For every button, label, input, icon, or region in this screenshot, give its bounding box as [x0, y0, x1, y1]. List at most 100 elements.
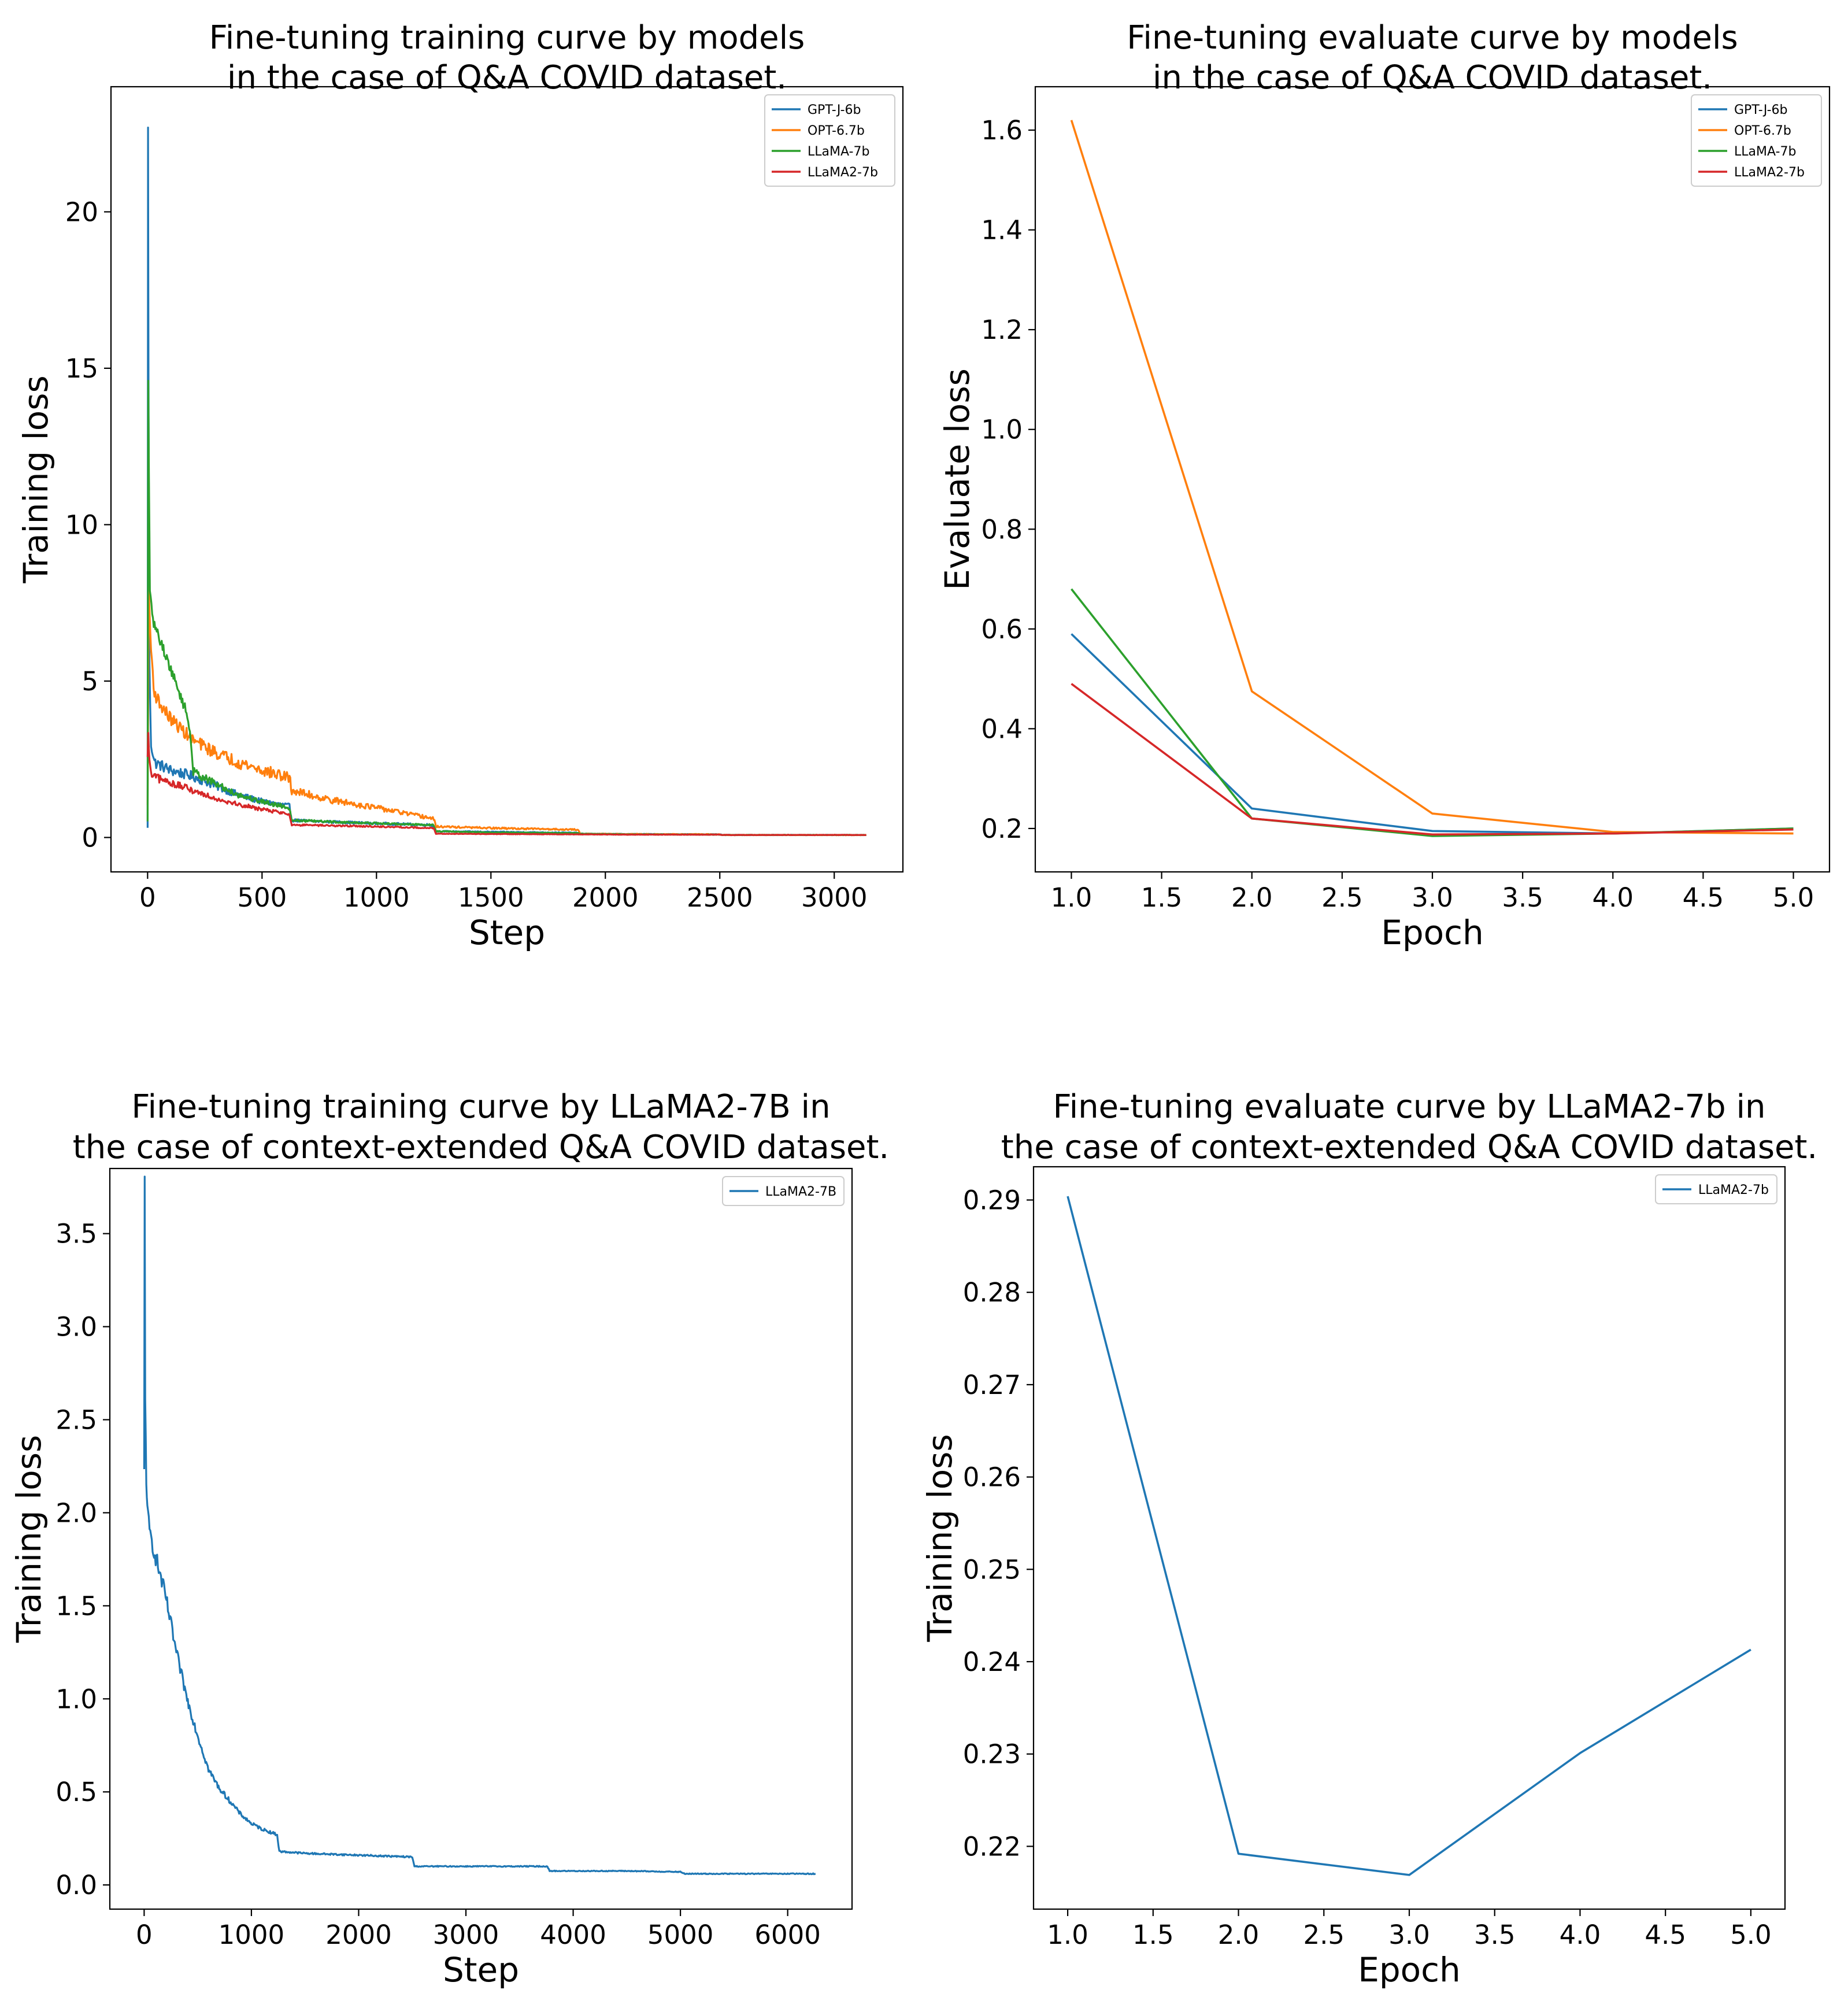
legend-entry: GPT-J-6b	[808, 103, 861, 117]
legend-entry: GPT-J-6b	[1734, 103, 1788, 117]
y-axis-label: Training loss	[16, 375, 55, 583]
chart-title-line: in the case of Q&A COVID dataset.	[227, 59, 787, 97]
axes-frame	[109, 1167, 853, 1910]
x-tick-label: 5.0	[1730, 1920, 1772, 1950]
y-tick-label: 0	[82, 822, 98, 853]
y-tick-label: 20	[65, 197, 98, 227]
series-line-llama-7b	[1071, 588, 1794, 837]
y-tick-label: 0.27	[963, 1370, 1021, 1400]
x-tick-label: 2500	[687, 882, 753, 913]
series-line-gpt-j-6b	[146, 127, 866, 837]
x-tick-label: 2.5	[1303, 1920, 1345, 1950]
legend-box	[1655, 1174, 1777, 1204]
chart-title-line: the case of context-extended Q&A COVID d…	[73, 1129, 889, 1166]
y-tick-label: 0.29	[963, 1185, 1021, 1215]
x-tick-label: 3000	[801, 882, 868, 913]
y-tick-label: 2.5	[55, 1405, 97, 1436]
y-axis-label: Training loss	[9, 1435, 49, 1643]
y-tick-label: 0.0	[55, 1870, 97, 1900]
x-tick-label: 2.0	[1231, 882, 1273, 913]
x-tick-label: 3.5	[1502, 882, 1543, 913]
legend-entry: LLaMA2-7b	[808, 165, 878, 180]
y-tick-label: 1.4	[981, 215, 1023, 246]
y-tick-label: 0.2	[981, 813, 1023, 844]
y-tick-label: 5	[82, 666, 98, 697]
x-tick-label: 3.0	[1388, 1920, 1430, 1950]
x-tick-label: 500	[237, 882, 287, 913]
x-tick-label: 1000	[343, 882, 410, 913]
y-tick-label: 0.25	[963, 1554, 1021, 1585]
legend-entry: LLaMA-7b	[808, 145, 869, 159]
y-tick-label: 0.22	[963, 1831, 1021, 1862]
y-tick-label: 0.5	[55, 1777, 97, 1807]
x-tick-label: 3000	[433, 1920, 499, 1950]
legend-entry: LLaMA2-7b	[1734, 165, 1805, 180]
x-tick-label: 4.0	[1560, 1920, 1601, 1950]
series-line-llama2-7b	[146, 732, 866, 837]
chart-title-line: the case of context-extended Q&A COVID d…	[1001, 1129, 1817, 1166]
y-tick-label: 0.26	[963, 1462, 1021, 1493]
legend-entry: LLaMA2-7b	[1698, 1183, 1769, 1197]
y-tick-label: 10	[65, 509, 98, 540]
y-tick-label: 3.0	[55, 1312, 97, 1343]
x-axis-label: Step	[443, 1950, 519, 1989]
x-tick-label: 3.0	[1412, 882, 1453, 913]
x-tick-label: 1000	[218, 1920, 285, 1950]
x-tick-label: 2.0	[1218, 1920, 1260, 1950]
y-tick-label: 3.5	[55, 1219, 97, 1249]
series-line-llama-7b	[146, 380, 866, 837]
y-tick-label: 1.2	[981, 315, 1023, 345]
y-tick-label: 1.0	[981, 415, 1023, 445]
chart-panel-3: Fine-tuning training curve by LLaMA2-7B …	[9, 1088, 889, 1989]
y-axis-label: Training loss	[920, 1434, 960, 1642]
chart-title-line: Fine-tuning evaluate curve by LLaMA2-7b …	[1053, 1088, 1765, 1126]
y-tick-label: 15	[65, 353, 98, 384]
x-tick-label: 1500	[458, 882, 524, 913]
y-tick-label: 0.23	[963, 1739, 1021, 1770]
x-tick-label: 5000	[647, 1920, 714, 1950]
x-tick-label: 4000	[540, 1920, 606, 1950]
y-tick-label: 0.24	[963, 1647, 1021, 1677]
legend: GPT-J-6b OPT-6.7b LLaMA-7b LLaMA2-7b	[1691, 94, 1822, 187]
x-axis-label: Epoch	[1381, 913, 1484, 952]
y-tick-label: 0.28	[963, 1277, 1021, 1308]
x-tick-label: 4.5	[1645, 1920, 1686, 1950]
x-tick-label: 3.5	[1474, 1920, 1516, 1950]
series-line-llama2-7b	[1066, 1196, 1751, 1876]
y-tick-label: 1.0	[55, 1684, 97, 1714]
x-tick-label: 1.5	[1141, 882, 1183, 913]
chart-title-line: in the case of Q&A COVID dataset.	[1153, 59, 1712, 97]
x-tick-label: 0	[139, 882, 156, 913]
y-tick-label: 1.5	[55, 1591, 97, 1621]
x-tick-label: 2.5	[1321, 882, 1363, 913]
x-tick-label: 4.5	[1683, 882, 1724, 913]
chart-title-line: Fine-tuning training curve by LLaMA2-7B …	[131, 1088, 830, 1126]
axes-frame	[1034, 86, 1831, 873]
x-tick-label: 5.0	[1773, 882, 1814, 913]
y-tick-label: 0.6	[981, 614, 1023, 645]
x-axis-label: Step	[469, 913, 545, 952]
legend-entry: OPT-6.7b	[1734, 124, 1791, 138]
legend-box	[764, 94, 895, 187]
legend: LLaMA2-7B	[722, 1176, 845, 1206]
legend-entry: LLaMA2-7B	[765, 1185, 836, 1199]
axes-frame	[110, 86, 904, 873]
y-tick-label: 1.6	[981, 115, 1023, 146]
y-tick-label: 0.8	[981, 514, 1023, 545]
legend: LLaMA2-7b	[1655, 1174, 1777, 1204]
legend-entry: OPT-6.7b	[808, 124, 865, 138]
chart-panel-4: Fine-tuning evaluate curve by LLaMA2-7b …	[920, 1088, 1817, 1989]
x-tick-label: 0	[136, 1920, 153, 1950]
legend-entry: LLaMA-7b	[1734, 145, 1796, 159]
x-axis-label: Epoch	[1358, 1950, 1461, 1989]
legend-box	[722, 1176, 845, 1206]
x-tick-label: 1.5	[1132, 1920, 1174, 1950]
legend: GPT-J-6b OPT-6.7b LLaMA-7b LLaMA2-7b	[764, 94, 895, 187]
series-line-llama2-7b	[1071, 683, 1794, 836]
x-tick-label: 4.0	[1592, 882, 1634, 913]
y-tick-label: 0.4	[981, 713, 1023, 744]
y-tick-label: 2.0	[55, 1497, 97, 1528]
legend-box	[1691, 94, 1822, 187]
axes-frame	[1032, 1166, 1786, 1910]
